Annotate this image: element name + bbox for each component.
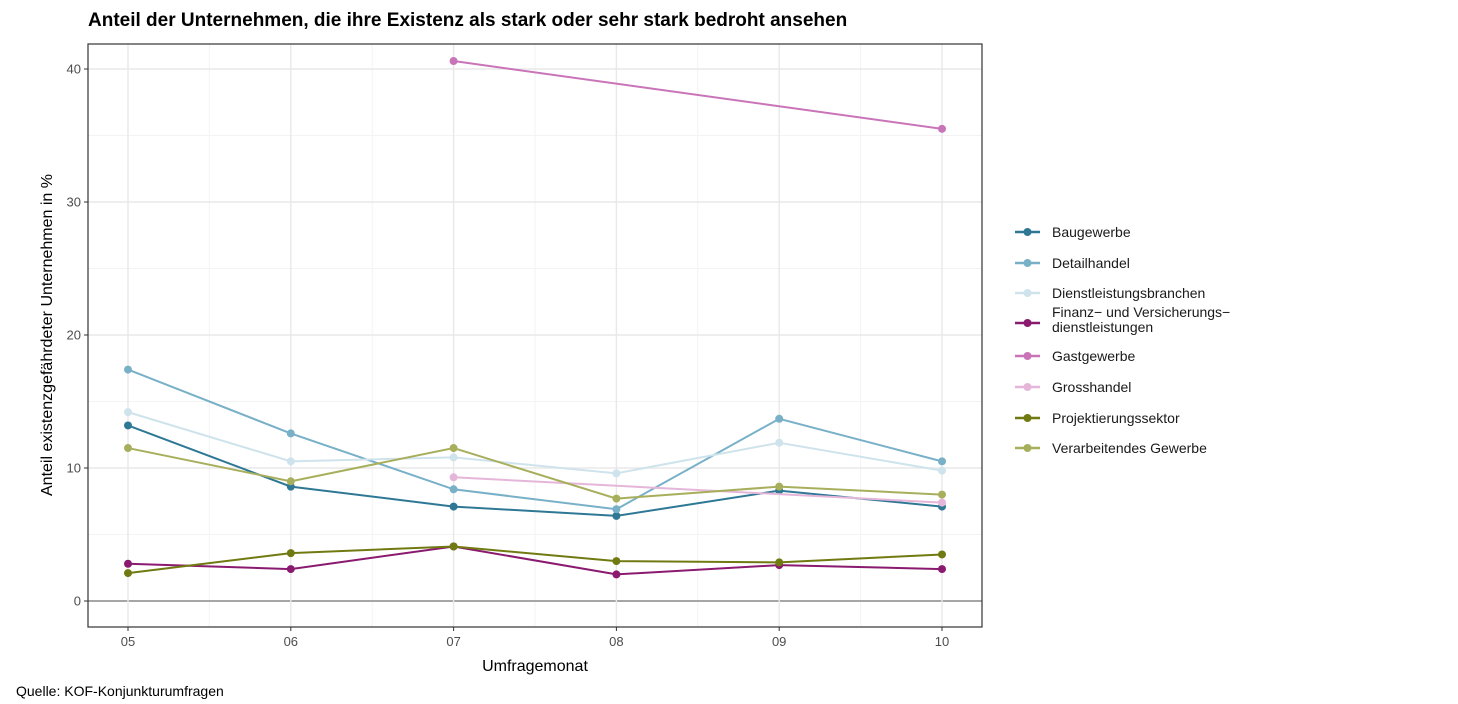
x-ticks: 05 06 07 08 09 10 — [121, 627, 949, 649]
data-point — [124, 444, 132, 453]
legend-label: Detailhandel — [1052, 255, 1130, 271]
data-point — [124, 559, 132, 568]
data-point — [938, 457, 946, 466]
legend-item: Dienstleistungsbranchen — [1015, 285, 1205, 301]
series-lines — [124, 57, 946, 579]
data-point — [775, 438, 784, 447]
data-point — [775, 482, 784, 491]
legend-label: Baugewerbe — [1052, 224, 1131, 240]
legend-item: Projektierungssektor — [1015, 410, 1180, 426]
series — [124, 444, 946, 503]
data-point — [124, 421, 132, 430]
series-line — [127, 545, 943, 576]
y-ticks: 0 10 20 30 40 — [67, 62, 88, 609]
x-tick-label: 08 — [609, 634, 623, 649]
legend-key-point — [1023, 289, 1032, 297]
data-point — [612, 511, 621, 520]
data-point — [938, 550, 946, 559]
data-point — [286, 477, 295, 486]
y-tick-label: 40 — [67, 62, 81, 77]
series — [449, 57, 946, 133]
series-line — [127, 447, 943, 500]
legend-label: Finanz− und Versicherungs− dienstleistung… — [1052, 304, 1230, 335]
data-point — [938, 498, 946, 507]
legend-key-point — [1023, 444, 1032, 452]
data-point — [449, 444, 458, 453]
legend-label: Gastgewerbe — [1052, 348, 1135, 364]
legend-key-point — [1023, 414, 1032, 422]
grid — [88, 44, 982, 627]
data-point — [938, 124, 946, 133]
y-tick-label: 0 — [74, 594, 81, 609]
data-point — [124, 365, 132, 374]
source-note: Quelle: KOF-Konjunkturumfragen — [16, 683, 224, 699]
data-point — [449, 485, 458, 494]
data-point — [612, 494, 621, 503]
y-tick-label: 20 — [67, 328, 81, 343]
chart-title: Anteil der Unternehmen, die ihre Existen… — [88, 10, 847, 31]
series — [449, 473, 946, 507]
legend-item: Verarbeitendes Gewerbe — [1015, 440, 1207, 456]
legend-label: Verarbeitendes Gewerbe — [1052, 440, 1207, 456]
legend-item: Baugewerbe — [1015, 224, 1131, 240]
series — [124, 542, 946, 578]
data-point — [449, 502, 458, 511]
series-line — [127, 411, 943, 475]
x-tick-label: 06 — [284, 634, 298, 649]
data-point — [449, 473, 458, 482]
legend-item: Detailhandel — [1015, 255, 1130, 271]
x-axis-label: Umfragemonat — [482, 658, 588, 675]
legend-key-point — [1023, 319, 1032, 327]
data-point — [612, 570, 621, 579]
y-axis-label: Anteil existenzgefährdeter Unternehmen i… — [39, 174, 56, 496]
legend: Baugewerbe Detailhandel Dienstleistungsbra… — [1015, 224, 1230, 456]
data-point — [775, 558, 784, 567]
x-tick-label: 10 — [935, 634, 949, 649]
data-point — [612, 557, 621, 566]
data-point — [286, 429, 295, 438]
data-point — [124, 569, 132, 578]
series — [124, 365, 946, 514]
legend-key-point — [1023, 352, 1032, 360]
y-tick-label: 10 — [67, 461, 81, 476]
x-tick-label: 07 — [446, 634, 460, 649]
legend-item: Grosshandel — [1015, 379, 1131, 395]
x-tick-label: 05 — [121, 634, 135, 649]
data-point — [449, 453, 458, 462]
series-line — [453, 476, 943, 504]
x-tick-label: 09 — [772, 634, 786, 649]
series-line — [127, 368, 943, 511]
data-point — [286, 565, 295, 574]
legend-label: Grosshandel — [1052, 379, 1131, 395]
data-point — [286, 549, 295, 558]
data-point — [449, 57, 458, 66]
data-point — [612, 505, 621, 514]
data-point — [938, 490, 946, 499]
y-tick-label: 30 — [67, 195, 81, 210]
data-point — [286, 457, 295, 466]
legend-key-point — [1023, 228, 1032, 236]
legend-label: Projektierungssektor — [1052, 410, 1180, 426]
series-line — [127, 545, 943, 575]
data-point — [938, 565, 946, 574]
data-point — [124, 408, 132, 417]
series — [124, 408, 946, 478]
legend-item: Gastgewerbe — [1015, 348, 1135, 364]
series-line — [453, 60, 943, 130]
legend-key-point — [1023, 383, 1032, 391]
data-point — [612, 469, 621, 478]
data-point — [938, 466, 946, 475]
legend-item: Finanz− und Versicherungs− dienstleistung… — [1015, 304, 1230, 335]
legend-key-point — [1023, 259, 1032, 267]
data-point — [449, 542, 458, 551]
data-point — [775, 414, 784, 423]
legend-label: Dienstleistungsbranchen — [1052, 285, 1205, 301]
